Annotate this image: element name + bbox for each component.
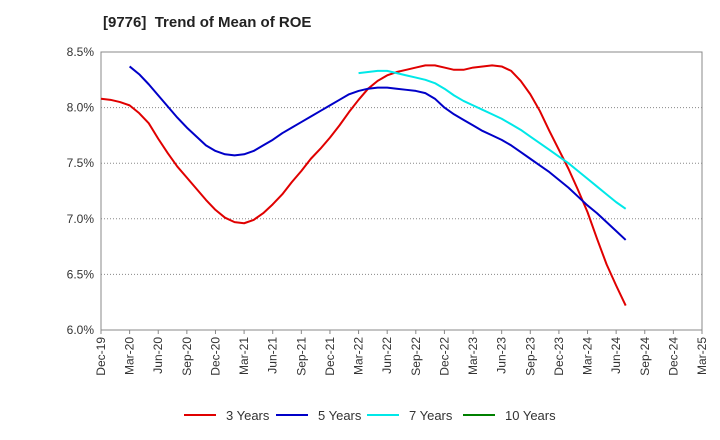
y-tick-label: 7.5% <box>67 156 95 170</box>
x-tick-label: Mar-23 <box>466 337 480 375</box>
legend-swatch <box>367 414 399 416</box>
legend-label: 7 Years <box>409 407 453 423</box>
y-tick-label: 7.0% <box>67 212 95 226</box>
legend-swatch <box>276 414 308 416</box>
x-tick-label: Dec-22 <box>437 337 451 376</box>
series-line <box>358 69 627 210</box>
legend-label: 3 Years <box>226 407 270 423</box>
x-tick-label: Sep-24 <box>638 337 652 376</box>
legend-item: 3 Years <box>184 404 269 426</box>
x-tick-label: Dec-19 <box>94 337 108 376</box>
plot-area <box>100 51 703 331</box>
x-tick-label: Jun-20 <box>151 337 165 374</box>
y-tick-label: 6.0% <box>67 323 95 337</box>
legend-item: 7 Years <box>367 404 452 426</box>
x-tick-label: Mar-20 <box>123 337 137 375</box>
legend-swatch <box>184 414 216 416</box>
x-tick-label: Dec-23 <box>552 337 566 376</box>
x-tick-label: Mar-22 <box>352 337 366 375</box>
x-tick-label: Mar-24 <box>581 337 595 375</box>
legend-item: 5 Years <box>276 404 361 426</box>
x-tick-label: Mar-21 <box>237 337 251 375</box>
legend-item: 10 Years <box>463 404 556 426</box>
x-tick-label: Jun-24 <box>609 337 623 374</box>
y-tick-label: 8.5% <box>67 45 95 59</box>
x-tick-label: Mar-25 <box>695 337 709 375</box>
x-tick-label: Sep-21 <box>294 337 308 376</box>
chart-title: [9776] Trend of Mean of ROE <box>103 14 312 31</box>
x-tick-label: Sep-23 <box>523 337 537 376</box>
legend-swatch <box>463 414 495 416</box>
x-tick-label: Dec-20 <box>208 337 222 376</box>
x-tick-label: Sep-20 <box>180 337 194 376</box>
series-line <box>100 64 627 306</box>
x-tick-label: Sep-22 <box>409 337 423 376</box>
chart-legend: 3 Years 5 Years 7 Years 10 Years <box>0 404 720 426</box>
x-tick-label: Jun-21 <box>266 337 280 374</box>
legend-label: 5 Years <box>318 407 362 423</box>
y-tick-label: 8.0% <box>67 101 95 115</box>
x-tick-label: Jun-22 <box>380 337 394 374</box>
x-tick-label: Jun-23 <box>495 337 509 374</box>
x-tick-label: Dec-21 <box>323 337 337 376</box>
x-tick-label: Dec-24 <box>666 337 680 376</box>
y-tick-label: 6.5% <box>67 267 95 281</box>
legend-label: 10 Years <box>505 407 556 423</box>
series-line <box>128 65 627 241</box>
